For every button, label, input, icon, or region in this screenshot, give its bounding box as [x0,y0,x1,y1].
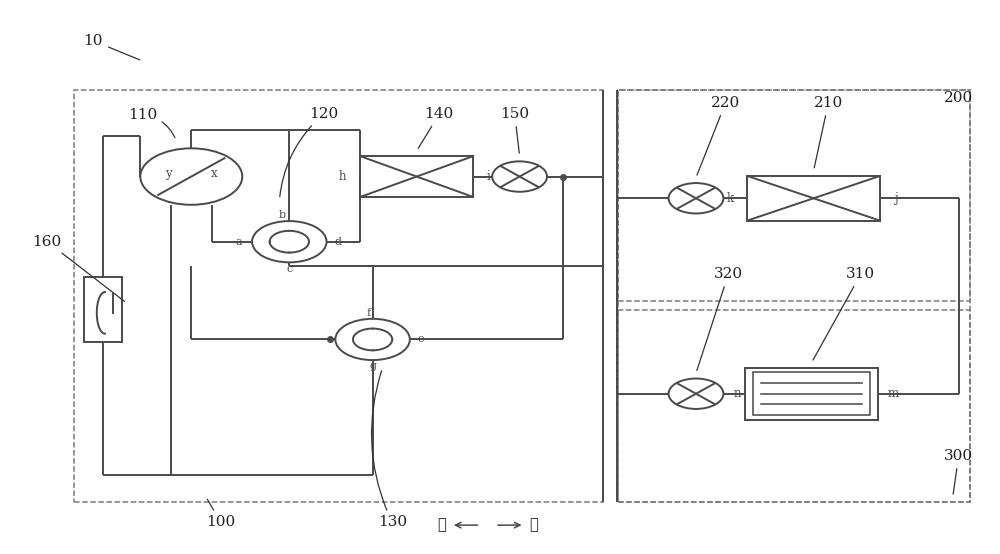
Text: 120: 120 [280,107,338,197]
Text: e: e [418,335,424,345]
Text: 140: 140 [418,107,454,148]
Text: 220: 220 [697,96,740,175]
Text: 10: 10 [84,34,140,60]
Text: d: d [334,237,341,247]
Text: c: c [286,264,292,274]
Text: i: i [487,170,491,183]
Text: 150: 150 [500,107,529,153]
Bar [74,90,603,502]
Text: k: k [726,192,733,205]
Bar [745,368,878,419]
Text: 110: 110 [128,108,175,137]
Bar [618,310,970,502]
Text: b: b [278,210,285,220]
Bar [618,90,970,502]
Text: y: y [165,167,172,179]
Text: 200: 200 [944,91,973,105]
Text: 左: 左 [437,517,446,532]
Text: 300: 300 [944,449,973,494]
Text: 右: 右 [529,517,538,532]
Text: h: h [339,170,346,183]
Text: 160: 160 [33,235,124,301]
Text: a: a [236,237,242,247]
Text: j: j [894,192,897,205]
Bar [618,90,970,301]
Bar [747,176,880,220]
Circle shape [335,319,410,360]
Bar [753,372,870,415]
Text: 320: 320 [697,267,743,371]
Circle shape [492,161,547,192]
Text: g: g [369,361,376,371]
Circle shape [669,183,723,213]
Text: m: m [888,387,899,400]
Text: 130: 130 [371,371,407,530]
Text: n: n [733,387,741,400]
Text: 310: 310 [813,267,875,360]
Circle shape [252,221,327,263]
Text: 100: 100 [206,499,235,530]
Circle shape [669,378,723,409]
Bar [84,277,122,342]
Text: 210: 210 [814,96,843,168]
Text: f: f [367,307,371,317]
Circle shape [140,148,242,205]
Text: x: x [211,167,218,179]
Bar [360,156,473,197]
